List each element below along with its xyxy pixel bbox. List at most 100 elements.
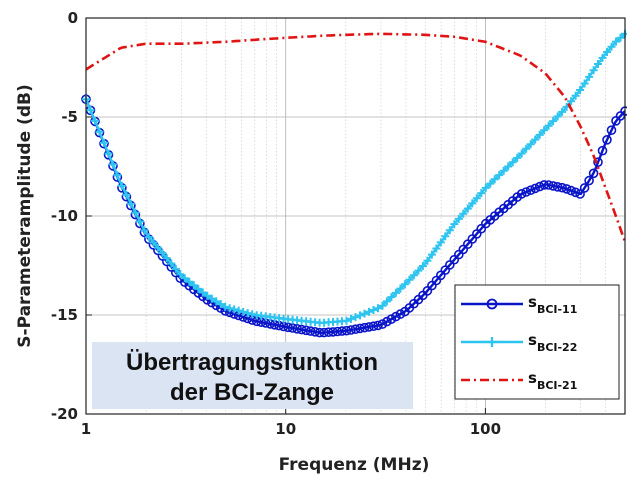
data-point: [530, 183, 541, 194]
data-point: [368, 321, 379, 332]
data-point: [189, 281, 198, 290]
data-point: [283, 322, 293, 333]
series-bci-21: [85, 32, 627, 243]
data-point: [131, 208, 140, 217]
data-point: [378, 301, 387, 310]
data-point: [427, 250, 436, 259]
data-point: [598, 53, 607, 62]
data-point: [86, 106, 95, 115]
data-point: [216, 300, 225, 309]
x-tick-label: 100: [470, 420, 501, 438]
data-point: [310, 326, 320, 337]
series-line: [85, 32, 627, 243]
data-point: [135, 217, 144, 226]
data-point: [243, 309, 252, 318]
data-point: [198, 288, 207, 297]
data-point: [91, 116, 99, 125]
data-point: [351, 313, 360, 322]
data-point: [566, 185, 576, 196]
data-point: [207, 294, 216, 303]
data-point: [549, 117, 558, 126]
data-point: [593, 157, 603, 167]
data-point: [234, 306, 243, 315]
data-point: [122, 190, 131, 199]
data-point: [508, 158, 517, 167]
data-point: [597, 145, 608, 156]
data-point: [171, 265, 180, 273]
legend-label: sBCI-21: [528, 369, 577, 392]
data-point: [521, 187, 532, 197]
data-point: [167, 259, 176, 268]
data-point: [414, 266, 423, 275]
data-point: [391, 288, 400, 297]
legend-marker: [487, 337, 497, 347]
data-point: [432, 244, 441, 253]
series-layer: [81, 29, 627, 338]
annotation-box: Übertragungsfunktion der BCI-Zange: [92, 342, 413, 409]
data-point: [180, 274, 189, 283]
data-point: [221, 302, 230, 311]
data-point: [607, 42, 616, 51]
data-point: [230, 305, 239, 314]
legend-label: sBCI-11: [528, 293, 577, 316]
data-point: [544, 121, 553, 130]
legend-marker: [486, 298, 498, 310]
data-point: [400, 280, 409, 289]
data-point: [463, 204, 472, 213]
data-point: [287, 323, 298, 333]
data-point: [539, 180, 549, 190]
data-point: [373, 320, 383, 331]
data-point: [360, 309, 369, 318]
data-point: [454, 214, 463, 223]
data-point: [423, 256, 432, 265]
data-point: [387, 293, 396, 302]
data-point: [364, 322, 374, 332]
data-point: [212, 297, 221, 306]
annotation-background: [92, 342, 413, 409]
data-point: [319, 327, 329, 338]
data-point: [342, 316, 351, 325]
data-point: [314, 327, 325, 338]
data-point: [553, 112, 562, 121]
data-point: [516, 189, 527, 199]
data-point: [612, 37, 620, 46]
x-tick-label: 1: [81, 420, 91, 438]
data-point: [305, 326, 316, 336]
data-point: [561, 184, 572, 194]
data-point: [100, 138, 108, 147]
data-point: [490, 175, 499, 184]
data-point: [140, 226, 149, 235]
data-point: [557, 182, 567, 193]
data-point: [450, 220, 459, 229]
data-point: [104, 149, 113, 158]
data-point: [584, 175, 594, 186]
y-tick-label: -15: [51, 306, 78, 324]
data-point: [374, 304, 382, 313]
data-point: [558, 107, 567, 116]
data-point: [531, 135, 540, 144]
data-point: [328, 327, 338, 337]
axis-layer: 1 10 100 0 -5 -10 -15 -20: [51, 9, 626, 438]
data-point: [126, 199, 135, 208]
data-point: [350, 324, 361, 335]
data-point: [144, 233, 153, 242]
data-point: [580, 79, 589, 88]
data-point: [589, 66, 598, 75]
data-point: [481, 183, 490, 192]
data-point: [346, 325, 356, 335]
y-tick-label: -20: [51, 405, 78, 423]
y-tick-label: -5: [61, 108, 78, 126]
legend-label-sub: BCI-21: [537, 379, 577, 392]
data-point: [356, 311, 364, 320]
data-point: [113, 171, 122, 180]
data-point: [517, 149, 526, 158]
data-point: [445, 226, 454, 235]
data-point: [459, 209, 468, 218]
x-tick-label: 10: [275, 420, 296, 438]
data-point: [486, 179, 495, 188]
series-line: [84, 32, 626, 325]
legend-label-sub: BCI-22: [537, 341, 577, 354]
series-bci-22: [82, 29, 627, 327]
data-point: [203, 291, 212, 300]
data-point: [570, 187, 581, 198]
